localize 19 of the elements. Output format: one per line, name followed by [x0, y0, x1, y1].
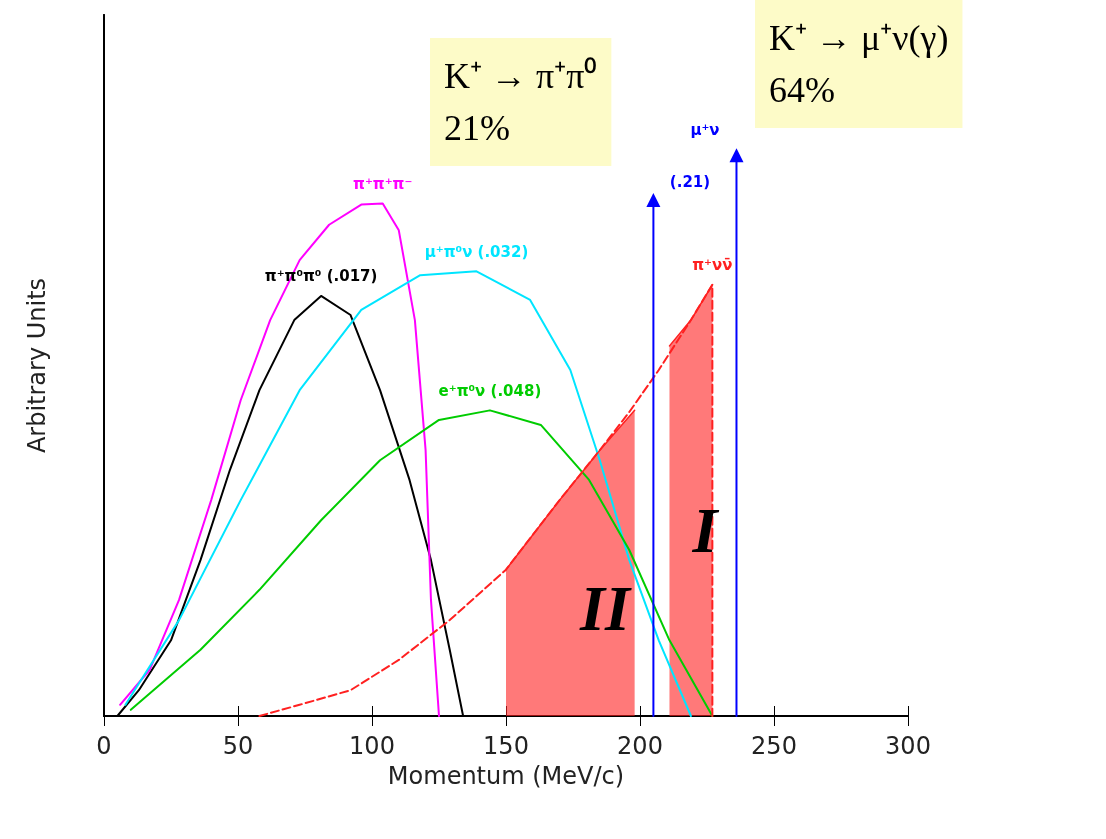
- text: K⁺ → μ⁺ν(γ) 64%: [769, 18, 949, 110]
- x-tick-label: 0: [96, 732, 112, 760]
- x-axis-title: Momentum (MeV/c): [387, 762, 625, 790]
- x-tick-label: 300: [885, 732, 931, 760]
- annotation: (.21): [669, 173, 711, 191]
- x-tick-label: 50: [222, 732, 254, 760]
- x-tick-label: 150: [483, 732, 529, 760]
- x-tick-label: 100: [349, 732, 395, 760]
- series-label: π⁺νν̄: [692, 256, 733, 275]
- text: μ⁺ν: [690, 121, 720, 139]
- text: K⁺ → π⁺π⁰ 21%: [444, 56, 598, 148]
- x-tick-label: 200: [617, 732, 663, 760]
- series-label: μ⁺π⁰ν (.032): [424, 242, 529, 261]
- annotation: II: [579, 572, 632, 644]
- x-tick-label: 250: [751, 732, 797, 760]
- annotation: I: [691, 494, 720, 566]
- series-label: π⁺π⁺π⁻: [353, 174, 413, 193]
- y-axis-title: Arbitrary Units: [23, 277, 51, 454]
- series-label: e⁺π⁰ν (.048): [438, 381, 542, 400]
